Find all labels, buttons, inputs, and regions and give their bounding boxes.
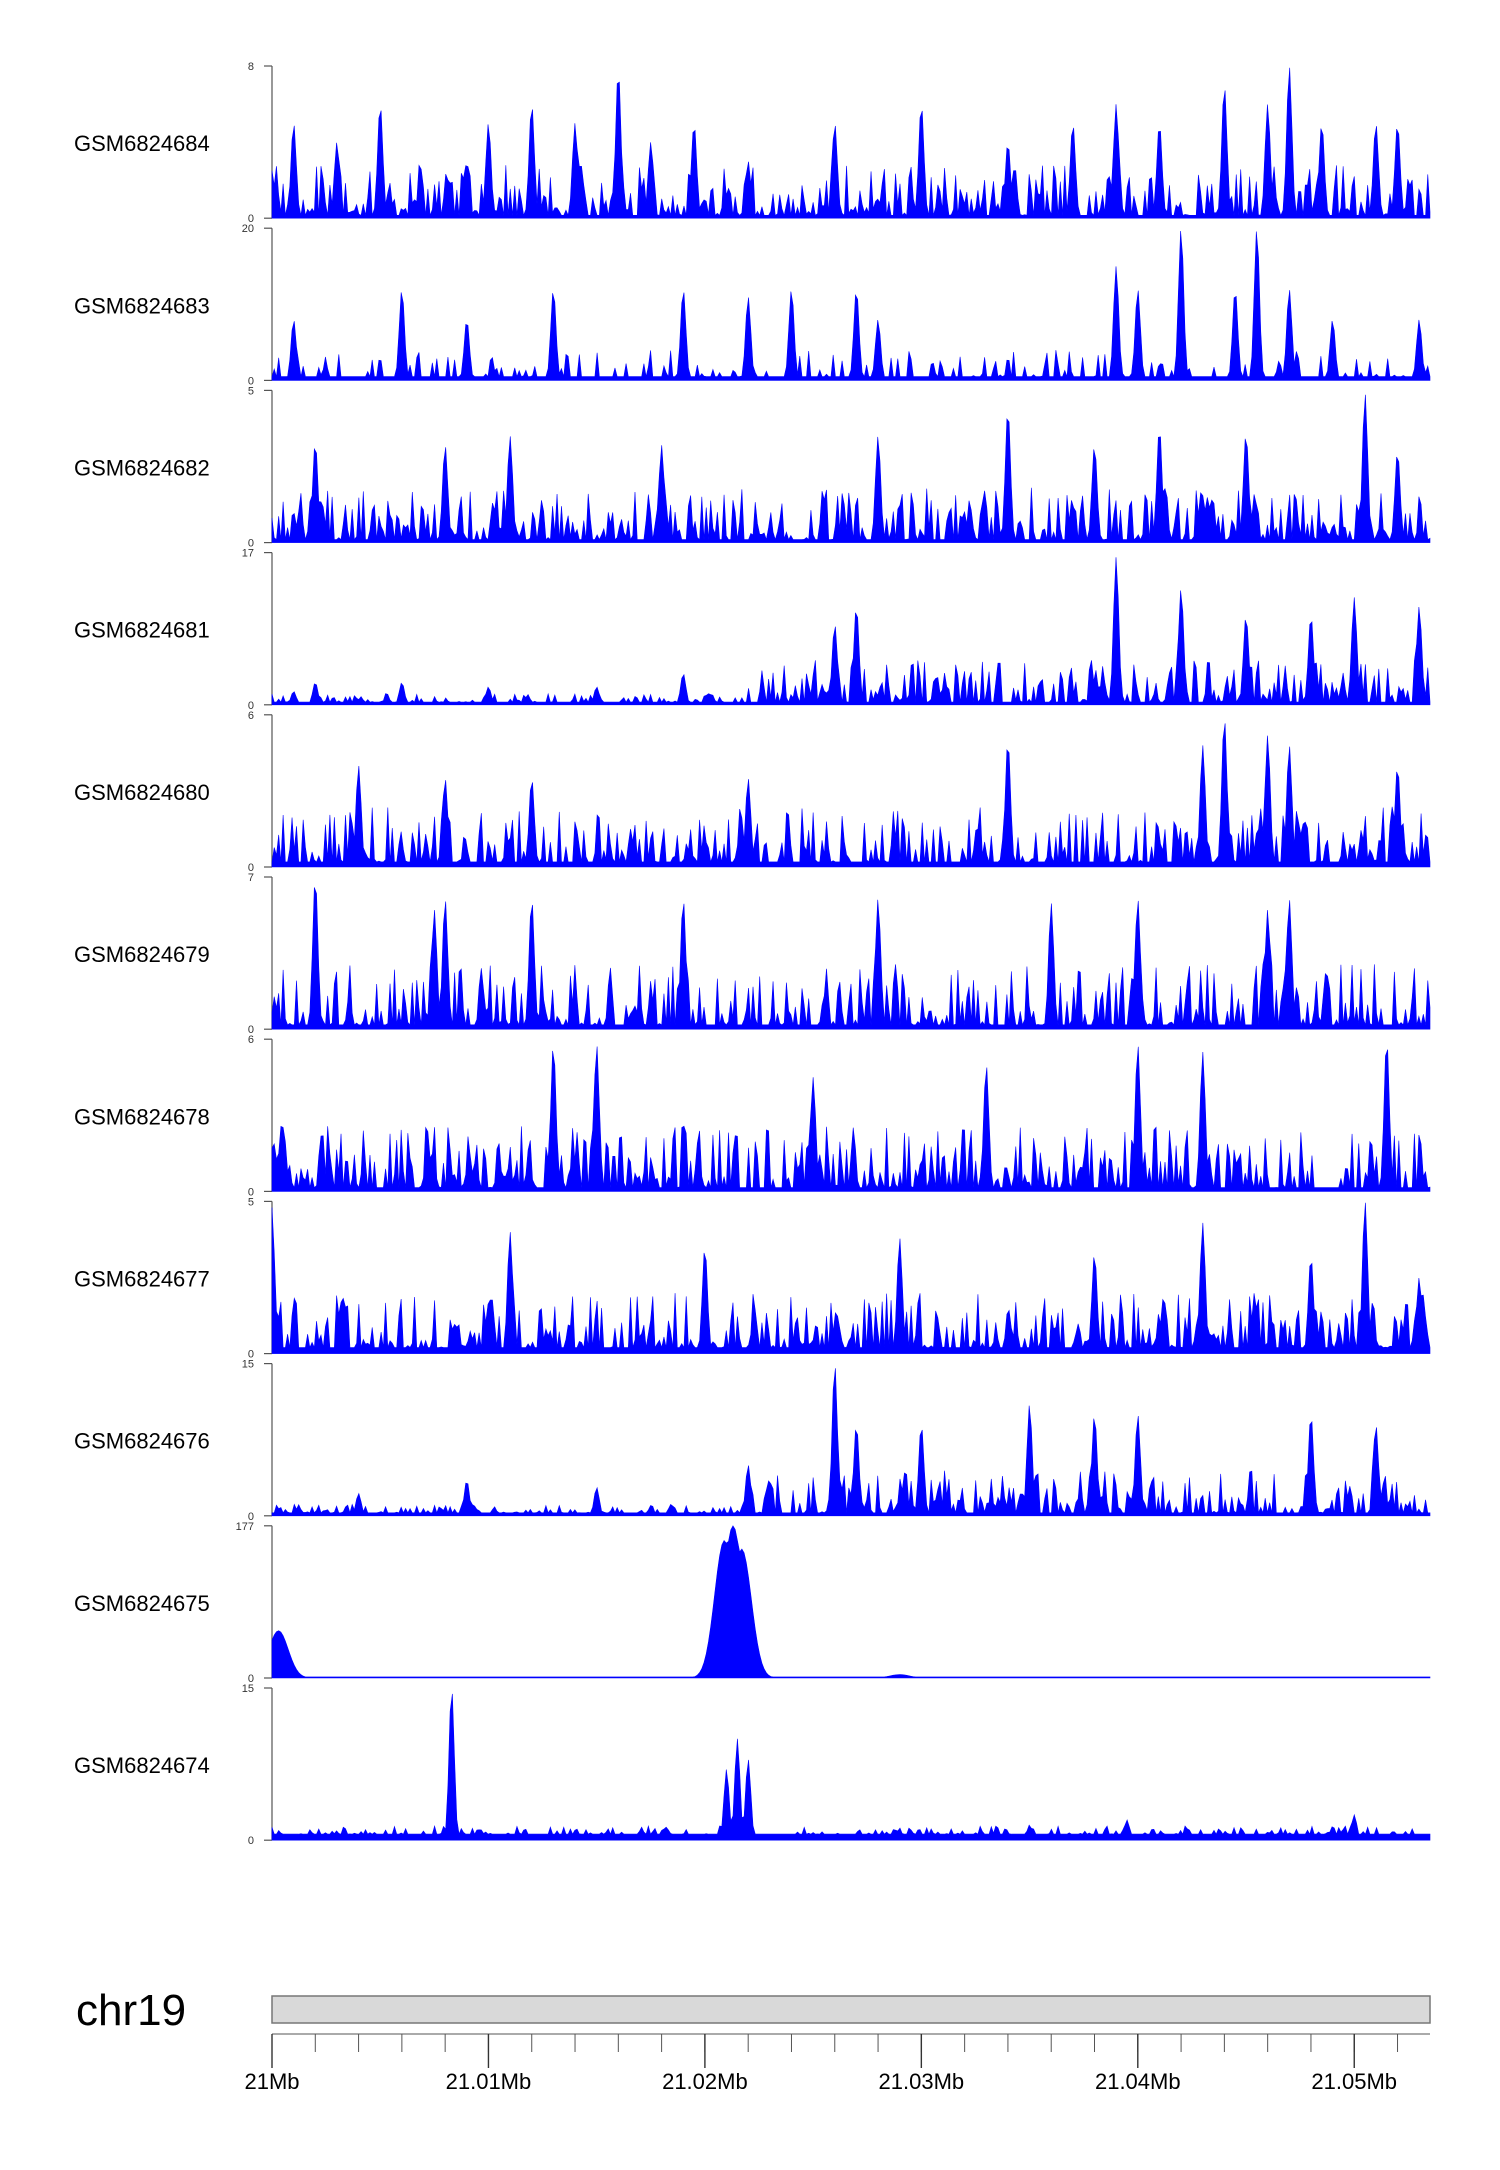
track-label: GSM6824678 [74,1104,210,1129]
y-min-label: 0 [248,1511,254,1523]
track-GSM6824680: GSM6824680 6 0 [74,710,1431,874]
y-min-label: 0 [248,213,254,225]
y-min-label: 0 [248,1673,254,1685]
track-GSM6824677: GSM6824677 5 0 [74,1196,1431,1361]
y-max-label: 8 [248,61,254,73]
tracks-panel: GSM682468480GSM6824683200GSM682468250GSM… [74,61,1431,1847]
coverage-area [271,394,1431,543]
coverage-area [271,887,1431,1030]
y-min-label: 0 [248,1186,254,1198]
track-label: GSM6824674 [74,1753,210,1778]
y-min-label: 0 [248,1349,254,1361]
y-min-label: 0 [248,375,254,387]
track-label: GSM6824679 [74,942,210,967]
chromosome-label: chr19 [76,1986,186,2035]
track-GSM6824676: GSM6824676 15 0 [74,1359,1431,1523]
coverage-area [271,557,1431,706]
coverage-area [271,1693,1431,1841]
coverage-area [271,67,1431,219]
track-label: GSM6824680 [74,780,210,805]
y-max-label: 5 [248,385,254,397]
y-min-label: 0 [248,862,254,874]
track-label: GSM6824677 [74,1267,210,1292]
y-min-label: 0 [248,1835,254,1847]
coverage-area [271,723,1431,868]
coverage-area [271,1525,1431,1679]
x-tick-label: 21.02Mb [662,2069,748,2094]
y-min-label: 0 [248,700,254,712]
track-GSM6824678: GSM6824678 6 0 [74,1034,1431,1198]
track-GSM6824683: GSM6824683 20 0 [74,223,1431,387]
track-GSM6824679: GSM6824679 7 0 [74,872,1431,1036]
track-label: GSM6824682 [74,456,210,481]
track-GSM6824681: GSM6824681 17 0 [74,548,1431,712]
coverage-area [271,1202,1431,1354]
track-label: GSM6824681 [74,618,210,643]
x-tick-label: 21.01Mb [446,2069,532,2094]
track-GSM6824682: GSM6824682 5 0 [74,385,1431,550]
genome-axis: 21Mb 21.01Mb 21.02Mb 21.03Mb 21.04Mb 21.05Mb [244,2033,1430,2094]
y-min-label: 0 [248,1024,254,1036]
coverage-area [271,1046,1431,1192]
y-max-label: 6 [248,1034,254,1046]
chromosome-ideogram: chr19 [76,1986,1431,2035]
track-label: GSM6824683 [74,293,210,318]
y-max-label: 177 [236,1521,254,1533]
y-min-label: 0 [248,538,254,550]
x-tick-label: 21Mb [244,2069,299,2094]
y-max-label: 6 [248,710,254,722]
track-label: GSM6824684 [74,131,210,156]
track-label: GSM6824676 [74,1429,210,1454]
track-GSM6824675: GSM6824675 177 0 [74,1521,1431,1685]
x-tick-label: 21.03Mb [879,2069,965,2094]
y-max-label: 5 [248,1196,254,1208]
chromosome-bar [271,1995,1431,2024]
track-GSM6824674: GSM6824674 15 0 [74,1683,1431,1847]
y-max-label: 7 [248,872,254,884]
coverage-area [271,1368,1431,1517]
y-max-label: 20 [242,223,254,235]
y-max-label: 17 [242,548,254,560]
track-label: GSM6824675 [74,1591,210,1616]
y-max-label: 15 [242,1683,254,1695]
x-tick-label: 21.05Mb [1311,2069,1397,2094]
coverage-area [271,230,1431,381]
track-GSM6824684: GSM6824684 8 0 [74,61,1431,225]
y-max-label: 15 [242,1359,254,1371]
x-tick-label: 21.04Mb [1095,2069,1181,2094]
